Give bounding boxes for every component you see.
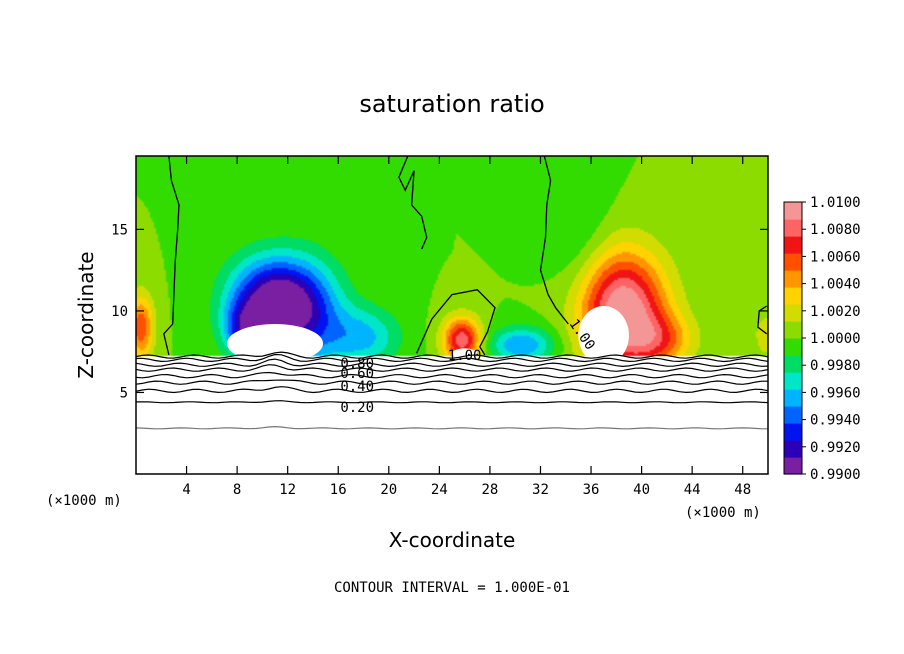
contour-line (136, 400, 768, 404)
colorbar (783, 201, 803, 475)
colorbar-swatch (784, 219, 802, 237)
y-tick-label: 15 (111, 222, 128, 238)
colorbar-swatch (784, 304, 802, 322)
colorbar-label: 0.9960 (810, 385, 861, 401)
contour-line (136, 364, 768, 372)
x-tick-label: 24 (431, 482, 448, 498)
contour-line (398, 156, 428, 250)
colorbar-label: 0.9900 (810, 467, 861, 483)
plot-area (136, 156, 768, 474)
contour-label: 0.20 (340, 400, 374, 416)
contour-lines (136, 156, 768, 430)
x-tick-label: 16 (330, 482, 347, 498)
contour-line (136, 371, 768, 379)
x-tick-label: 28 (481, 482, 498, 498)
x-axis-ticks: 4 8 12 16 20 24 28 32 36 40 44 48 (182, 156, 751, 498)
contour-line (136, 379, 768, 385)
x-tick-label: 36 (583, 482, 600, 498)
x-unit-right: (×1000 m) (685, 505, 761, 521)
chart-title: saturation ratio (359, 90, 544, 118)
contour-line (136, 351, 768, 359)
white-regions (227, 306, 629, 365)
colorbar-label: 0.9940 (810, 413, 861, 429)
colorbar-swatch (784, 440, 802, 458)
colorbar-label: 0.9920 (810, 440, 861, 456)
colorbar-label: 1.0100 (810, 195, 861, 211)
x-tick-label: 40 (633, 482, 650, 498)
y-axis-label: Z-coordinate (74, 251, 98, 378)
x-axis-label: X-coordinate (389, 528, 516, 552)
colorbar-swatch (784, 457, 802, 475)
contour-label: 0.60 (340, 366, 374, 382)
y-tick-label: 5 (120, 385, 128, 401)
x-tick-label: 44 (684, 482, 701, 498)
x-tick-label: 20 (380, 482, 397, 498)
colorbar-swatch (784, 338, 802, 356)
colorbar-label: 0.9980 (810, 358, 861, 374)
contour-line (136, 353, 768, 363)
contour-label: 1.00 (448, 348, 482, 364)
contour-interval-note: CONTOUR INTERVAL = 1.000E-01 (334, 580, 570, 596)
x-tick-label: 12 (279, 482, 296, 498)
colorbar-swatch (784, 202, 802, 220)
colorbar-swatch (784, 321, 802, 339)
colorbar-swatch (784, 423, 802, 441)
colorbar-labels: 1.0100 1.0080 1.0060 1.0040 1.0020 1.0000 0.99… (802, 195, 861, 483)
colorbar-label: 1.0020 (810, 304, 861, 320)
x-tick-label: 32 (532, 482, 549, 498)
white-region (227, 323, 324, 364)
contour-line (136, 358, 768, 368)
colorbar-swatch (784, 389, 802, 407)
plot-frame (135, 155, 769, 475)
white-region (578, 306, 629, 365)
x-tick-label: 8 (233, 482, 241, 498)
contour-line (757, 305, 768, 335)
colorbar-label: 1.0080 (810, 222, 861, 238)
colorbar-swatch (784, 406, 802, 424)
colorbar-swatch (784, 372, 802, 390)
colorbar-swatch (784, 287, 802, 305)
y-axis-ticks: 5 10 15 (111, 222, 768, 401)
contour-line (136, 386, 768, 394)
x-tick-label: 48 (734, 482, 751, 498)
contour-line (136, 425, 768, 430)
colorbar-swatch (784, 236, 802, 254)
colorbar-label: 1.0000 (810, 331, 861, 347)
colorbar-swatch (784, 270, 802, 288)
contour-line (163, 156, 180, 356)
colorbar-label: 1.0040 (810, 277, 861, 293)
x-unit-left: (×1000 m) (46, 493, 122, 509)
saturation-heatmap (136, 156, 768, 474)
colorbar-swatch (784, 355, 802, 373)
colorbar-swatch (784, 253, 802, 271)
x-tick-label: 4 (182, 482, 190, 498)
contour-label: 0.40 (340, 379, 374, 395)
y-tick-label: 10 (111, 304, 128, 320)
contour-line (416, 288, 496, 356)
colorbar-label: 1.0060 (810, 249, 861, 265)
contour-label: 0.80 (340, 356, 374, 372)
contour-line (539, 156, 569, 325)
